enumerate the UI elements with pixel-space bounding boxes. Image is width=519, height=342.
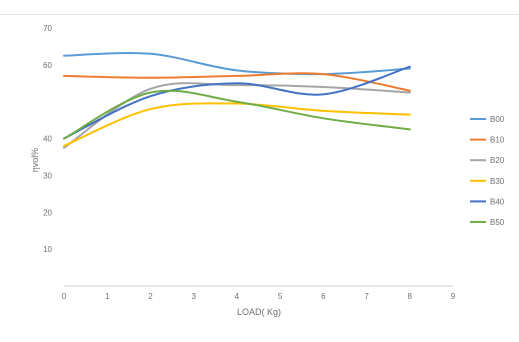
axes-layer: 0 1 2 3 4 5 6 7 8 9 10 20 30 40 60 70: [43, 24, 456, 301]
legend-item-b20: B20: [470, 156, 505, 165]
legend-item-b50: B50: [470, 218, 505, 227]
y-tick-label: 10: [43, 245, 52, 254]
series-line-b20: [63, 82, 411, 149]
x-tick-label: 0: [62, 292, 67, 301]
series-line-b10: [63, 72, 411, 92]
legend-item-b00: B00: [470, 115, 505, 124]
x-tick-label: 3: [191, 292, 196, 301]
legend-label: B50: [490, 218, 505, 227]
legend-label: B40: [490, 197, 505, 206]
y-tick-label: 20: [43, 208, 52, 217]
y-axis-title: ηvol%: [30, 148, 40, 173]
x-tick-label: 1: [105, 292, 110, 301]
series-line-b00: [63, 52, 411, 76]
legend-label: B20: [490, 156, 505, 165]
legend-item-b40: B40: [470, 197, 505, 206]
top-border-line: [0, 14, 519, 15]
legend-item-b10: B10: [470, 136, 505, 145]
x-tick-label: 9: [451, 292, 456, 301]
y-tick-label: 30: [43, 171, 52, 180]
series-line-b40: [63, 65, 411, 140]
series-line-b30: [63, 102, 411, 147]
x-tick-label: 4: [235, 292, 240, 301]
legend-item-b30: B30: [470, 177, 505, 186]
legend-label: B10: [490, 136, 505, 145]
series-line-b50: [63, 89, 411, 140]
y-tick-label: 70: [43, 24, 52, 33]
legend: B00 B10 B20 B30 B40 B50: [470, 115, 505, 227]
series-layer: [63, 52, 411, 149]
x-axis-title: LOAD( Kg): [237, 307, 281, 317]
legend-label: B30: [490, 177, 505, 186]
y-tick-label: 60: [43, 61, 52, 70]
x-tick-label: 8: [408, 292, 413, 301]
y-tick-label: 40: [43, 135, 52, 144]
x-tick-label: 6: [321, 292, 326, 301]
legend-label: B00: [490, 115, 505, 124]
x-tick-label: 2: [148, 292, 153, 301]
x-tick-label: 5: [278, 292, 283, 301]
x-tick-label: 7: [364, 292, 369, 301]
